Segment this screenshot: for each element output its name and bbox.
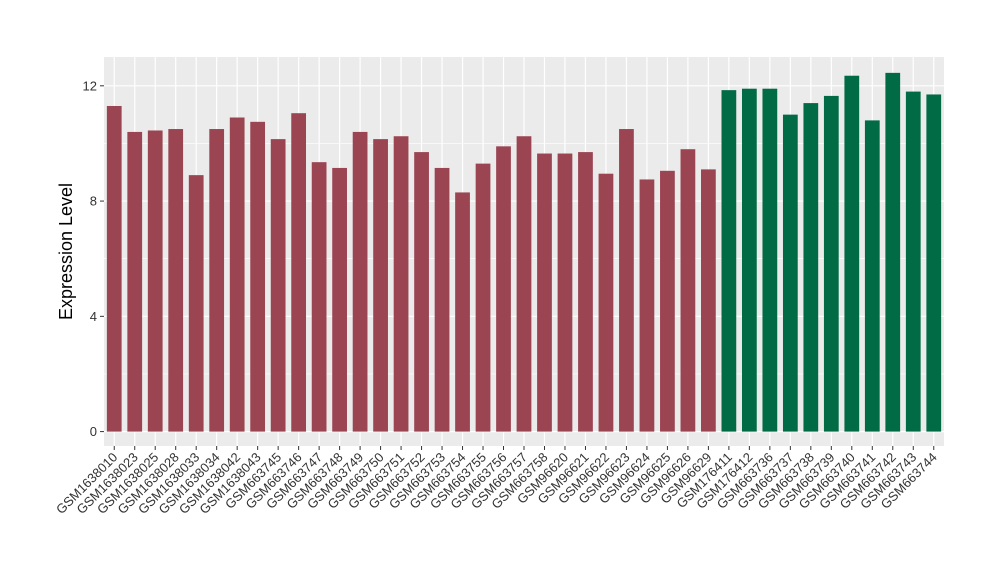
bar-GSM663745 [270, 139, 286, 432]
bar-GSM1638033 [188, 175, 204, 432]
bar-GSM1638028 [168, 129, 184, 432]
bar-GSM663738 [803, 103, 819, 432]
bar-GSM663741 [864, 120, 880, 432]
bar-GSM663748 [332, 167, 347, 432]
y-axis: 0 4 8 12 [83, 78, 104, 439]
bar-GSM1638042 [229, 117, 245, 432]
bar-GSM96623 [619, 129, 634, 432]
bar-GSM663754 [455, 192, 470, 432]
x-axis: GSM1638010GSM1638023GSM1638025GSM1638028… [53, 446, 940, 517]
bar-GSM663753 [434, 167, 450, 432]
bar-GSM663757 [516, 136, 532, 432]
bar-GSM663747 [311, 162, 327, 432]
bar-GSM663739 [823, 95, 839, 432]
bar-GSM1638043 [250, 121, 266, 432]
bar-GSM1638025 [147, 130, 163, 432]
bar-GSM663751 [393, 136, 409, 432]
bar-GSM663755 [475, 163, 491, 432]
bar-GSM176412 [741, 88, 757, 432]
bar-GSM96620 [557, 153, 573, 432]
bar-GSM663752 [414, 152, 429, 432]
y-tick-label: 0 [90, 424, 97, 439]
bar-GSM663736 [762, 88, 778, 432]
bar-GSM663737 [782, 114, 798, 432]
bar-GSM663744 [926, 94, 942, 432]
bar-GSM96626 [680, 149, 696, 432]
bar-GSM663746 [291, 113, 307, 432]
y-tick-label: 8 [90, 194, 97, 209]
bar-GSM663740 [844, 75, 860, 432]
bar-GSM96625 [660, 170, 675, 432]
bars [106, 72, 942, 432]
bar-GSM663749 [352, 131, 368, 432]
bar-GSM663756 [496, 146, 511, 432]
bar-GSM1638034 [209, 129, 225, 432]
bar-GSM663758 [537, 153, 552, 432]
bar-GSM663742 [885, 72, 901, 432]
bar-GSM1638010 [106, 105, 122, 432]
y-axis-title: Expression Level [56, 183, 76, 320]
bar-GSM663750 [373, 139, 388, 432]
bar-GSM663743 [905, 91, 921, 432]
y-tick-label: 12 [83, 78, 97, 93]
bar-GSM96629 [701, 169, 716, 432]
y-tick-label: 4 [90, 309, 97, 324]
bar-GSM96621 [578, 152, 593, 432]
bar-GSM176411 [721, 90, 737, 432]
bar-GSM96624 [639, 179, 655, 432]
bar-GSM96622 [598, 173, 614, 432]
bar-GSM1638023 [127, 131, 143, 432]
